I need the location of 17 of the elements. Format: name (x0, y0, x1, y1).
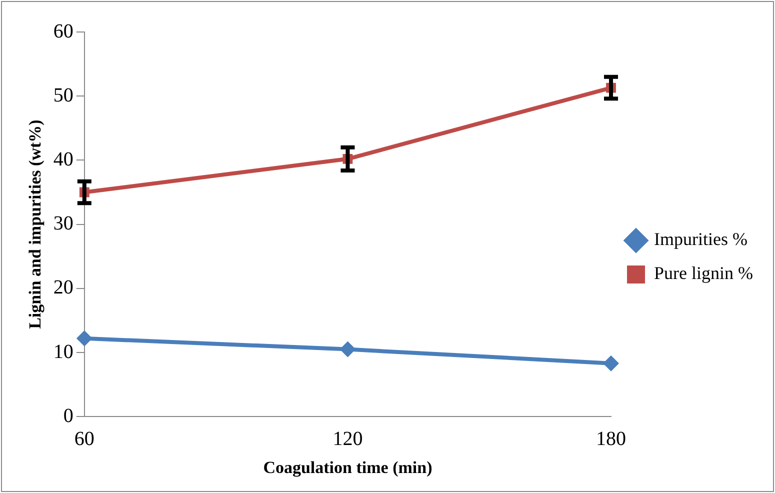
point (76, 330, 92, 346)
y-tick-label: 0 (63, 404, 74, 427)
legend-label: Pure lignin % (654, 263, 754, 284)
y-tick-label: 50 (53, 84, 74, 106)
y-tick-label: 20 (53, 276, 74, 299)
legend-label: Impurities % (654, 229, 748, 250)
x-tick-label: 120 (332, 428, 363, 450)
y-tick-label: 60 (53, 20, 74, 42)
y-tick-label: 10 (53, 340, 74, 363)
x-axis-title: Coagulation time (min) (263, 458, 432, 478)
x-tick-label: 60 (74, 428, 94, 450)
point (603, 355, 620, 372)
x-tick-label: 180 (596, 428, 626, 450)
y-tick-label: 30 (53, 212, 74, 235)
point (340, 341, 356, 358)
y-axis-title: Lignin and impurities (wt%) (26, 120, 45, 329)
y-tick-label: 40 (53, 148, 74, 170)
